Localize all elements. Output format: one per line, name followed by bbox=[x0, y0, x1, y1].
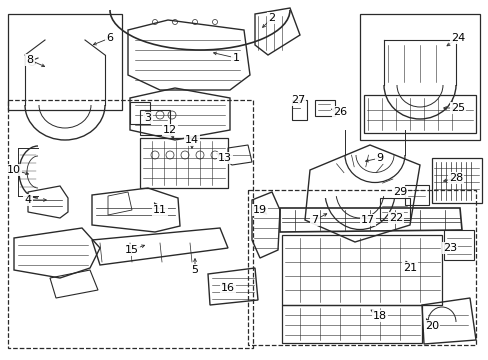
Text: 15: 15 bbox=[125, 245, 139, 255]
Bar bbox=[247, 190, 475, 345]
Bar bbox=[379, 198, 409, 220]
Text: 25: 25 bbox=[450, 103, 464, 113]
Text: 10: 10 bbox=[7, 165, 21, 175]
Bar bbox=[282, 305, 421, 343]
Text: 11: 11 bbox=[153, 205, 167, 215]
Bar bbox=[130, 102, 150, 124]
Text: 9: 9 bbox=[376, 153, 383, 163]
Bar bbox=[431, 158, 481, 203]
Text: 6: 6 bbox=[106, 33, 113, 43]
Text: 22: 22 bbox=[388, 213, 402, 223]
Text: 16: 16 bbox=[221, 283, 235, 293]
Text: 21: 21 bbox=[402, 263, 416, 273]
Text: 26: 26 bbox=[332, 107, 346, 117]
Text: 13: 13 bbox=[218, 153, 231, 163]
Bar bbox=[291, 100, 306, 120]
Text: 24: 24 bbox=[450, 33, 464, 43]
Text: 17: 17 bbox=[360, 215, 374, 225]
Text: 14: 14 bbox=[184, 135, 199, 145]
Text: 27: 27 bbox=[290, 95, 305, 105]
Text: 5: 5 bbox=[191, 265, 198, 275]
Bar bbox=[140, 138, 227, 188]
Text: 4: 4 bbox=[24, 195, 32, 205]
Bar bbox=[404, 185, 428, 205]
Text: 28: 28 bbox=[448, 173, 462, 183]
Bar bbox=[314, 100, 334, 116]
Bar bbox=[363, 95, 475, 133]
Text: 12: 12 bbox=[163, 125, 177, 135]
Text: 29: 29 bbox=[392, 187, 407, 197]
Bar bbox=[8, 100, 252, 348]
Bar bbox=[140, 110, 170, 135]
Text: 1: 1 bbox=[232, 53, 239, 63]
Bar bbox=[282, 235, 441, 305]
Text: 8: 8 bbox=[26, 55, 34, 65]
Text: 2: 2 bbox=[268, 13, 275, 23]
Text: 23: 23 bbox=[442, 243, 456, 253]
Text: 7: 7 bbox=[311, 215, 318, 225]
Text: 20: 20 bbox=[424, 321, 438, 331]
Text: 19: 19 bbox=[252, 205, 266, 215]
Bar bbox=[443, 230, 473, 260]
Text: 18: 18 bbox=[372, 311, 386, 321]
Text: 3: 3 bbox=[144, 113, 151, 123]
